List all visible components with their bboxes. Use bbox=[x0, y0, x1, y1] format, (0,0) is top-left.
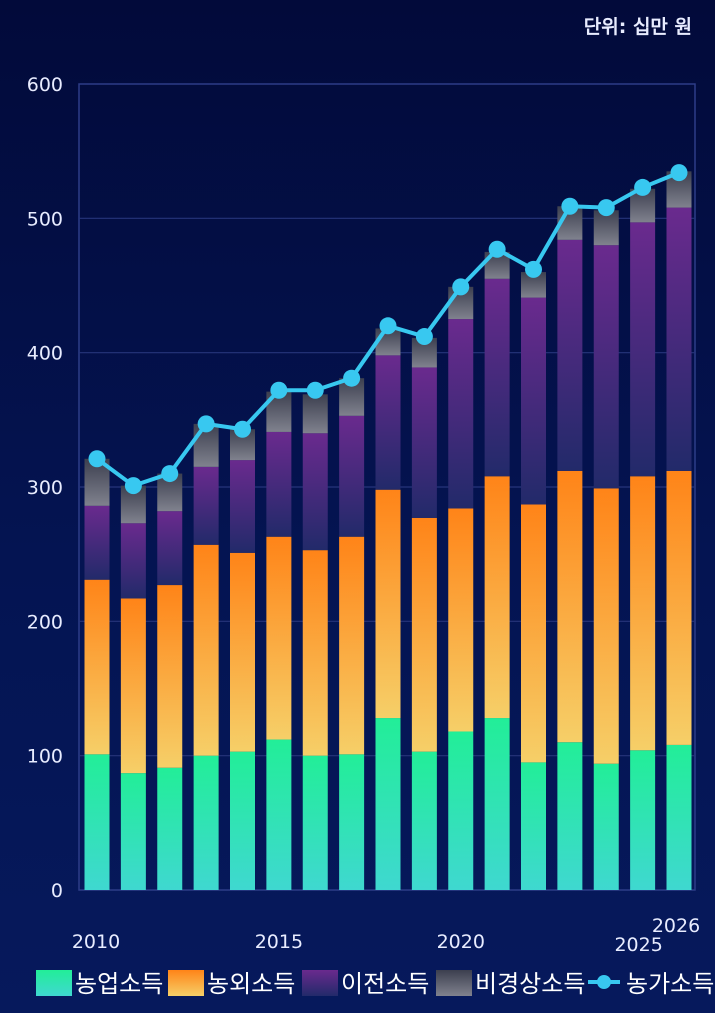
line-point-total-income bbox=[270, 381, 288, 399]
line-point-total-income bbox=[161, 465, 179, 483]
bar-off-farm-income bbox=[193, 544, 219, 756]
y-tick-label: 500 bbox=[27, 208, 63, 230]
bar-off-farm-income bbox=[557, 470, 583, 743]
bar-off-farm-income bbox=[666, 470, 692, 745]
bar-off-farm-income bbox=[120, 598, 146, 774]
unit-label: 단위: 십만 원 bbox=[584, 16, 692, 38]
bar-farm-income bbox=[521, 762, 546, 890]
line-point-total-income bbox=[452, 278, 470, 296]
bar-off-farm-income bbox=[630, 476, 656, 751]
line-point-total-income bbox=[343, 369, 361, 387]
bar-transfer-income bbox=[521, 297, 546, 505]
bar-farm-income bbox=[593, 763, 619, 890]
legend-label-off-farm-income: 농외소득 bbox=[207, 970, 295, 998]
y-tick-label: 300 bbox=[27, 477, 63, 499]
bar-transfer-income bbox=[630, 222, 656, 477]
bar-farm-income bbox=[666, 744, 692, 890]
legend-label-farm-income: 농업소득 bbox=[75, 970, 163, 998]
y-tick-label: 0 bbox=[51, 880, 63, 902]
bar-transfer-income bbox=[484, 278, 510, 477]
x-tick-label: 2020 bbox=[437, 931, 485, 953]
bar-farm-income bbox=[302, 755, 328, 890]
legend-swatch-farm-income bbox=[36, 970, 72, 996]
line-point-total-income bbox=[670, 164, 688, 182]
line-point-total-income bbox=[634, 178, 652, 196]
bar-transfer-income bbox=[120, 523, 146, 599]
line-point-total-income bbox=[597, 199, 615, 217]
line-point-total-income bbox=[379, 317, 397, 335]
bar-transfer-income bbox=[411, 367, 437, 518]
bar-farm-income bbox=[339, 754, 365, 890]
stacked-bars bbox=[84, 171, 692, 890]
bar-farm-income bbox=[448, 731, 474, 890]
bar-farm-income bbox=[84, 754, 110, 890]
x-tick-label: 2015 bbox=[255, 931, 303, 953]
bar-transfer-income bbox=[157, 511, 183, 586]
y-tick-label: 600 bbox=[27, 74, 63, 96]
x-tick-label: 2025 bbox=[614, 934, 662, 956]
bar-off-farm-income bbox=[593, 488, 619, 764]
bar-off-farm-income bbox=[230, 552, 255, 752]
bar-off-farm-income bbox=[157, 585, 183, 768]
bar-farm-income bbox=[266, 739, 292, 890]
line-point-total-income bbox=[561, 197, 579, 215]
bar-off-farm-income bbox=[266, 536, 292, 740]
bar-off-farm-income bbox=[484, 476, 510, 719]
legend-label-irregular-income: 비경상소득 bbox=[475, 970, 585, 998]
bar-irregular-income bbox=[302, 394, 328, 434]
legend-marker-total-income bbox=[597, 975, 611, 989]
legend-label-transfer-income: 이전소득 bbox=[341, 970, 429, 998]
line-point-total-income bbox=[525, 260, 542, 278]
bar-off-farm-income bbox=[411, 517, 437, 752]
line-point-total-income bbox=[234, 420, 251, 438]
bar-farm-income bbox=[557, 742, 583, 890]
bar-off-farm-income bbox=[521, 504, 546, 763]
bar-farm-income bbox=[120, 773, 146, 890]
bar-off-farm-income bbox=[448, 508, 474, 732]
legend: 농업소득 농외소득 이전소득 비경상소득 농가소득 bbox=[36, 970, 714, 998]
bar-off-farm-income bbox=[339, 536, 365, 755]
bar-transfer-income bbox=[375, 355, 401, 490]
line-point-total-income bbox=[88, 450, 106, 468]
bar-farm-income bbox=[484, 718, 510, 890]
total-income-line bbox=[88, 164, 688, 495]
line-point-total-income bbox=[124, 477, 142, 495]
bar-farm-income bbox=[230, 751, 255, 890]
legend-label-total-income: 농가소득 bbox=[626, 970, 714, 998]
bar-irregular-income bbox=[593, 210, 619, 246]
line-point-total-income bbox=[197, 415, 215, 433]
bar-farm-income bbox=[193, 755, 219, 890]
bar-farm-income bbox=[411, 751, 437, 890]
bar-transfer-income bbox=[666, 207, 692, 471]
legend-swatch-transfer-income bbox=[302, 970, 338, 996]
x-tick-label: 2026 bbox=[652, 915, 700, 937]
bar-transfer-income bbox=[593, 245, 619, 489]
line-point-total-income bbox=[306, 381, 324, 399]
bar-farm-income bbox=[630, 750, 656, 890]
bar-off-farm-income bbox=[302, 550, 328, 756]
bar-off-farm-income bbox=[375, 489, 401, 719]
legend-swatch-irregular-income bbox=[436, 970, 472, 996]
line-point-total-income bbox=[415, 328, 433, 346]
bar-transfer-income bbox=[84, 505, 110, 580]
bar-farm-income bbox=[375, 718, 401, 890]
bar-transfer-income bbox=[266, 431, 292, 537]
line-point-total-income bbox=[488, 240, 506, 258]
bar-transfer-income bbox=[193, 466, 219, 545]
bar-transfer-income bbox=[230, 460, 255, 553]
bar-off-farm-income bbox=[84, 579, 110, 755]
y-tick-label: 100 bbox=[27, 746, 63, 768]
y-axis-tick-labels: 0 100 200 300 400 500 600 bbox=[27, 74, 63, 902]
x-tick-label: 2010 bbox=[72, 931, 120, 953]
bar-transfer-income bbox=[557, 239, 583, 471]
bar-transfer-income bbox=[302, 433, 328, 551]
bar-transfer-income bbox=[339, 415, 365, 537]
bar-transfer-income bbox=[448, 319, 474, 509]
legend-swatch-off-farm-income bbox=[168, 970, 204, 996]
y-tick-label: 400 bbox=[27, 343, 63, 365]
y-tick-label: 200 bbox=[27, 611, 63, 633]
bar-farm-income bbox=[157, 767, 183, 890]
